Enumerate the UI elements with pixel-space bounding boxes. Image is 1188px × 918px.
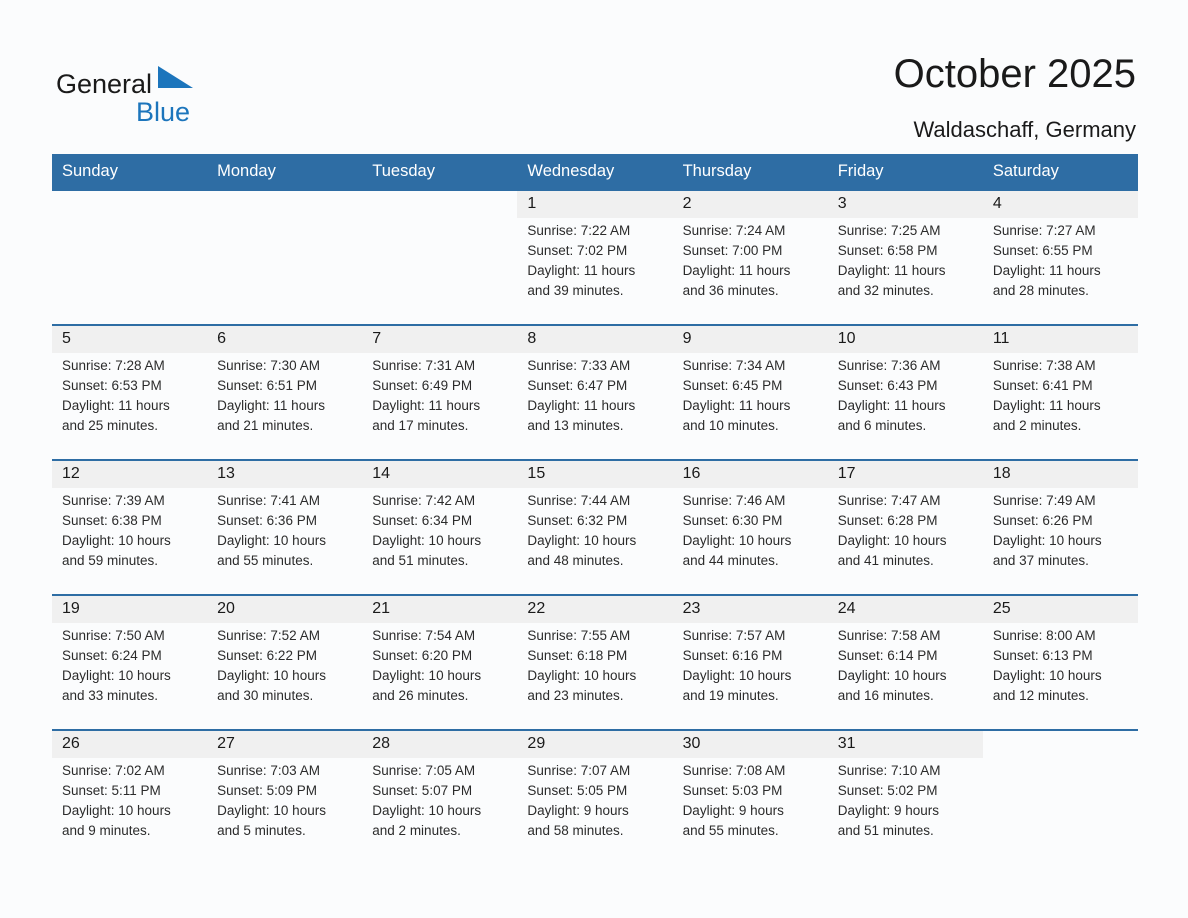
svg-text:General: General	[56, 69, 152, 99]
svg-text:Blue: Blue	[136, 97, 190, 127]
